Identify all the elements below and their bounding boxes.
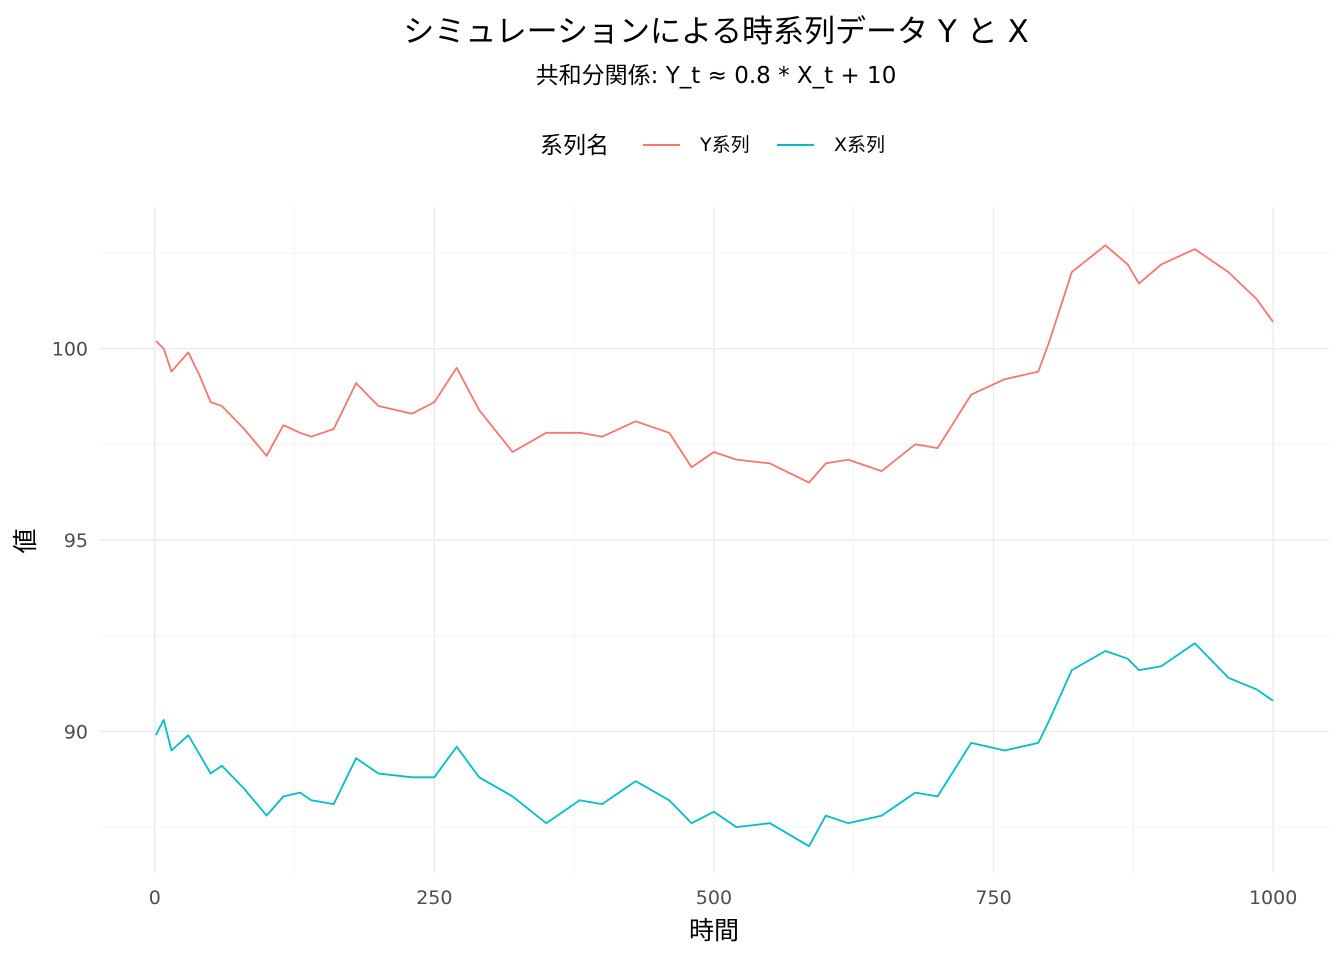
x-axis-title: 時間 (689, 916, 739, 945)
legend-title: 系列名 (540, 133, 609, 159)
series-lines (155, 244, 1274, 848)
x-tick-label: 0 (149, 887, 161, 909)
chart-subtitle: 共和分関係: Y_t ≈ 0.8 * X_t + 10 (536, 63, 897, 89)
y-tick-label: 95 (64, 530, 88, 552)
legend-label-x: X系列 (834, 134, 885, 156)
y-axis-title: 値 (11, 528, 40, 553)
x-tick-label: 1000 (1249, 887, 1297, 909)
x-tick-labels: 0 250 500 750 1000 (149, 887, 1298, 909)
x-tick-label: 500 (696, 887, 732, 909)
x-tick-label: 750 (975, 887, 1011, 909)
y-tick-labels: 90 95 100 (52, 339, 88, 744)
y-tick-label: 90 (64, 721, 88, 743)
y-tick-label: 100 (52, 339, 88, 361)
legend-label-y: Y系列 (699, 134, 750, 156)
series-line-x (155, 642, 1274, 848)
x-tick-label: 250 (416, 887, 452, 909)
series-line-y (155, 244, 1274, 484)
chart-title: シミュレーションによる時系列データ Y と X (403, 14, 1029, 50)
legend: 系列名 Y系列 X系列 (540, 133, 885, 159)
grid (100, 207, 1329, 873)
